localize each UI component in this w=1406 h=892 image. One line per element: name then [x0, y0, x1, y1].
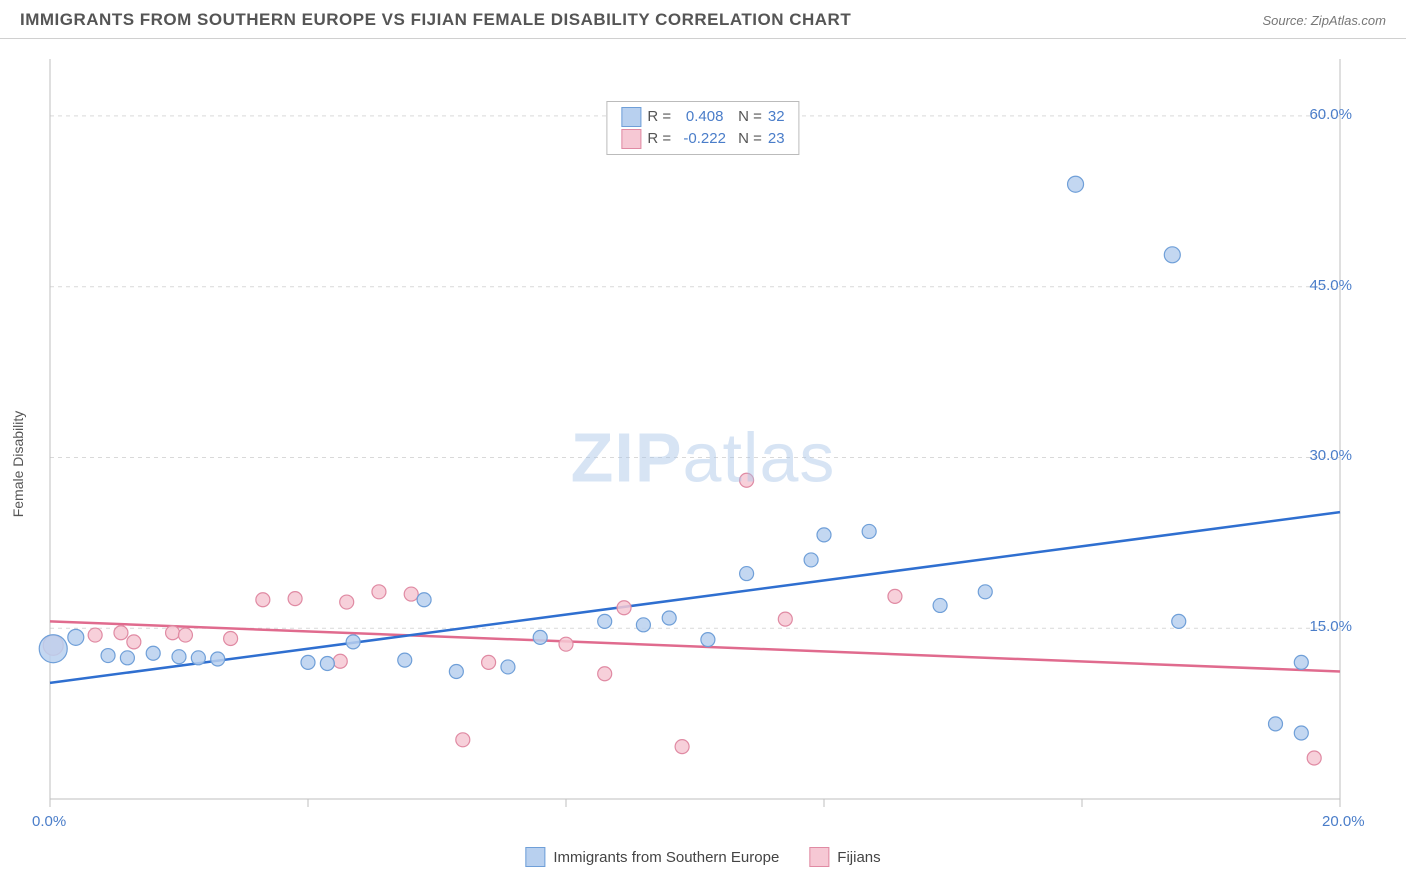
- y-axis-label: Female Disability: [10, 411, 26, 518]
- chart-header: IMMIGRANTS FROM SOUTHERN EUROPE VS FIJIA…: [0, 0, 1406, 39]
- legend-item-pink: Fijians: [809, 847, 880, 867]
- chart-source: Source: ZipAtlas.com: [1262, 13, 1386, 28]
- swatch-pink-icon: [621, 129, 641, 149]
- x-tick-label: 0.0%: [32, 813, 66, 830]
- chart-title: IMMIGRANTS FROM SOUTHERN EUROPE VS FIJIA…: [20, 10, 851, 30]
- chart-area: Female Disability ZIPatlas R = 0.408 N =…: [0, 39, 1406, 889]
- y-tick-label: 15.0%: [1309, 618, 1352, 635]
- y-tick-label: 60.0%: [1309, 106, 1352, 123]
- scatter-plot: [0, 39, 1406, 889]
- legend-item-blue: Immigrants from Southern Europe: [525, 847, 779, 867]
- swatch-pink-icon: [809, 847, 829, 867]
- swatch-blue-icon: [525, 847, 545, 867]
- stats-row-blue: R = 0.408 N = 32: [621, 106, 784, 128]
- swatch-blue-icon: [621, 107, 641, 127]
- stats-row-pink: R = -0.222 N = 23: [621, 128, 784, 150]
- y-tick-label: 30.0%: [1309, 447, 1352, 464]
- x-tick-label: 20.0%: [1322, 813, 1365, 830]
- bottom-legend: Immigrants from Southern Europe Fijians: [525, 847, 880, 867]
- y-tick-label: 45.0%: [1309, 277, 1352, 294]
- stats-legend: R = 0.408 N = 32 R = -0.222 N = 23: [606, 101, 799, 155]
